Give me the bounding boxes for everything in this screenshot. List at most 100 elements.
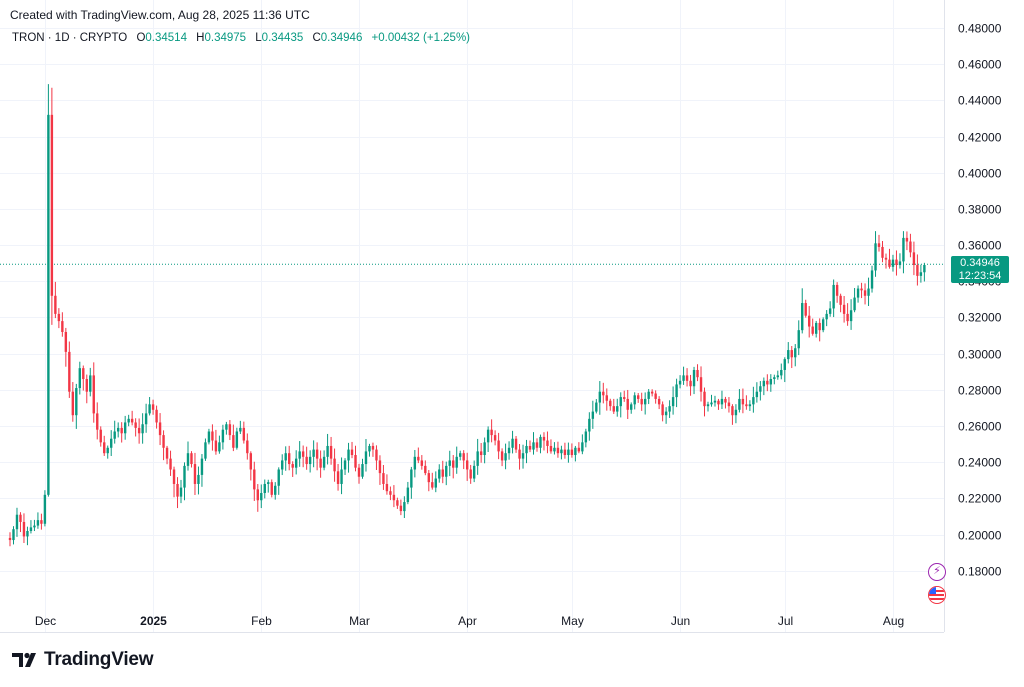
us-flag-icon[interactable]: [928, 586, 946, 604]
candle-body: [549, 445, 553, 452]
candle-body: [78, 368, 81, 389]
candle-body: [172, 469, 176, 484]
candle-body: [832, 284, 835, 309]
candle-body: [158, 422, 162, 436]
candle-body: [253, 469, 256, 490]
candle-body: [19, 514, 22, 522]
candle-body: [619, 397, 622, 407]
candle-body: [417, 456, 420, 461]
candle-body: [92, 375, 95, 414]
candle-body: [141, 424, 144, 434]
candle-body: [232, 435, 235, 448]
candle-body: [479, 451, 483, 456]
candle-body: [29, 527, 33, 532]
candle-body: [301, 451, 305, 457]
candle-body: [504, 453, 507, 461]
candle-body: [710, 402, 713, 405]
candle-body: [61, 321, 64, 332]
candle-body: [424, 465, 427, 474]
candle-body: [525, 445, 528, 454]
candle-body: [637, 395, 640, 399]
time-tick-label: Jun: [671, 614, 690, 628]
candle-body: [689, 380, 692, 387]
candle-body: [364, 451, 368, 465]
candle-body: [727, 402, 731, 407]
symbol-title[interactable]: TRON · 1D · CRYPTO: [12, 32, 128, 44]
candle-body: [602, 391, 605, 396]
candle-body: [183, 465, 186, 488]
candle-body: [103, 442, 106, 454]
candle-body: [228, 424, 232, 436]
candle-body: [465, 460, 469, 470]
candle-body: [762, 380, 766, 387]
candle-body: [197, 474, 200, 484]
candle-body: [89, 375, 92, 392]
candle-body: [186, 453, 190, 466]
candle-body: [354, 455, 357, 468]
candle-body: [347, 449, 350, 461]
candle-body: [281, 460, 284, 470]
candle-body: [818, 322, 821, 331]
candle-body: [748, 404, 752, 407]
tradingview-brand[interactable]: TradingView: [12, 649, 154, 671]
candle-body: [340, 469, 343, 484]
candle-body: [50, 114, 54, 296]
candle-body: [664, 411, 668, 416]
candle-body: [211, 431, 214, 441]
low-label: L: [255, 32, 262, 44]
candle-body: [99, 429, 102, 443]
candle-body: [849, 310, 853, 322]
price-tick-label: 0.32000: [958, 311, 1002, 325]
candle-body: [176, 483, 179, 497]
candle-body: [668, 406, 671, 412]
candle-body: [476, 451, 479, 466]
candle-body: [200, 458, 204, 475]
time-tick-label: May: [561, 614, 584, 628]
candle-body: [769, 379, 773, 385]
candle-body: [703, 391, 706, 407]
candle-body: [445, 465, 448, 477]
candle-body: [155, 409, 158, 423]
candle-body: [713, 400, 717, 403]
lightning-icon[interactable]: ⚡︎: [928, 563, 946, 581]
candle-body: [469, 469, 472, 479]
candle-body: [633, 395, 636, 405]
candle-body: [389, 491, 392, 495]
candle-body: [877, 243, 881, 247]
candle-body: [329, 445, 333, 459]
time-axis[interactable]: Dec 2025 Feb Mar Apr May Jun Jul Aug: [35, 614, 904, 628]
symbol-legend: TRON · 1D · CRYPTO O0.34514 H0.34975 L0.…: [12, 32, 470, 44]
candle-body: [165, 447, 169, 459]
price-axis[interactable]: 0.48000 0.46000 0.44000 0.42000 0.40000 0.380…: [958, 22, 1002, 579]
candle-body: [336, 471, 340, 484]
candle-body: [71, 391, 75, 416]
candle-body: [270, 482, 273, 495]
candle-body: [532, 442, 535, 450]
candle-body: [85, 379, 88, 392]
candle-body: [116, 427, 120, 432]
candle-body: [298, 451, 301, 459]
candle-body: [546, 440, 549, 446]
candle-body: [452, 460, 455, 468]
candle-body: [804, 303, 807, 316]
candle-body: [706, 404, 710, 407]
time-tick-label: Feb: [251, 614, 272, 628]
price-tick-label: 0.22000: [958, 492, 1002, 506]
candle-body: [22, 521, 26, 537]
candle-body: [574, 447, 577, 456]
candle-body: [127, 418, 130, 423]
candle-body: [766, 380, 769, 385]
time-tick-label: 2025: [140, 614, 167, 628]
candle-body: [867, 288, 870, 296]
candle-body: [441, 469, 444, 477]
candle-body: [535, 442, 539, 448]
candle-body: [246, 440, 249, 454]
candle-body: [249, 453, 253, 470]
candle-body: [144, 413, 148, 425]
candle-body: [350, 449, 354, 456]
candle-body: [438, 469, 441, 479]
candle-body: [277, 469, 280, 486]
candle-body: [462, 453, 465, 461]
brand-name: TradingView: [44, 649, 154, 670]
